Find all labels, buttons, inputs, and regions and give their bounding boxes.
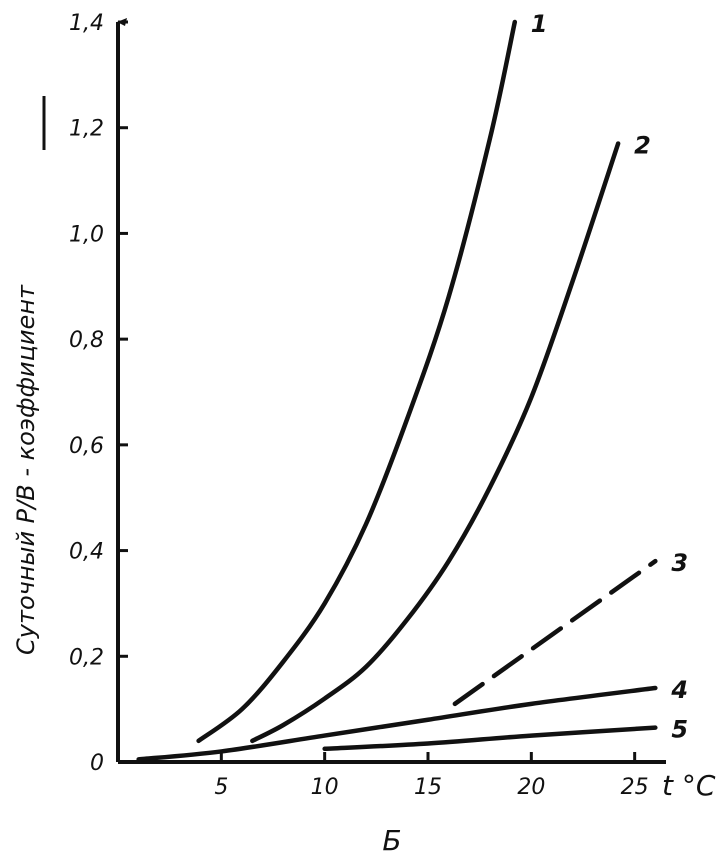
y-tick-label: 0,4	[69, 540, 104, 565]
series-label-5: 5	[671, 716, 688, 744]
x-tick-label: 5	[214, 775, 228, 800]
y-tick-label: 1,2	[69, 117, 104, 142]
x-axis-label: t °C	[662, 769, 716, 802]
series-line-1	[196, 19, 518, 744]
axes	[116, 18, 666, 764]
y-tick-label: 0,8	[69, 328, 104, 353]
curves	[136, 19, 658, 762]
panel-label: Б	[382, 824, 401, 857]
series-line-4	[136, 685, 658, 762]
x-tick-label: 15	[414, 775, 442, 800]
series-label-3: 3	[671, 549, 688, 577]
series-line-3	[452, 558, 658, 707]
series-line-2	[250, 141, 621, 744]
y-tick-label: 0,2	[69, 645, 104, 670]
x-tick-label: 25	[621, 775, 649, 800]
y-tick-label: 0	[90, 751, 104, 776]
series-label-1: 1	[531, 10, 548, 38]
series-label-2: 2	[634, 132, 651, 160]
tick-labels: 0 0,2 0,4 0,6 0,8 1,0 1,2 1,4 5 10 15 20 25	[69, 11, 649, 800]
y-tick-label: 1,0	[69, 222, 104, 247]
y-tick-label: 0,6	[69, 434, 104, 459]
y-axis-label: Суточный P/B - коэффициент	[12, 284, 40, 655]
series-line-5	[322, 725, 658, 752]
x-tick-label: 10	[311, 775, 339, 800]
x-tick-label: 20	[517, 775, 545, 800]
y-tick-label: 1,4	[69, 11, 104, 36]
series-labels: 1 2 3 4 5	[531, 10, 688, 744]
series-label-4: 4	[670, 676, 688, 704]
